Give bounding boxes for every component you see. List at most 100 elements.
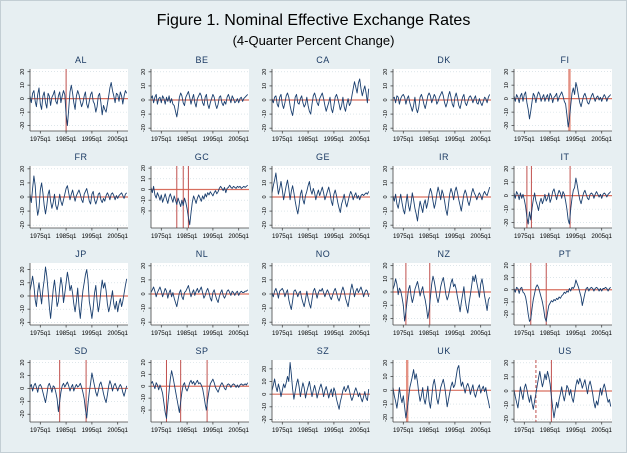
subplot-canvas: -20 -10 0 10 20 1975q1 1985q1 1995q1 2005q1 — [20, 360, 129, 434]
y-tick-label: -20 — [504, 122, 510, 130]
y-tick-label: -20 — [141, 406, 147, 414]
y-tick-label: -20 — [383, 314, 389, 322]
y-tick-label: 10 — [383, 83, 389, 89]
x-tick-label: 1995q1 — [324, 136, 345, 143]
y-tick-label: 10 — [383, 180, 389, 186]
x-tick-label: 1975q1 — [30, 330, 51, 337]
x-tick-label: 1985q1 — [56, 233, 77, 240]
x-tick-label: 1995q1 — [566, 233, 587, 240]
y-tick-label: 0 — [383, 195, 389, 198]
x-tick-label: 1985q1 — [540, 233, 561, 240]
y-tick-label: 20 — [141, 359, 147, 365]
y-tick-label: 10 — [20, 372, 26, 378]
y-tick-label: 0 — [141, 385, 147, 388]
subplot-title: UK — [437, 346, 451, 356]
x-tick-label: 2005q1 — [349, 330, 370, 337]
x-tick-label: 1995q1 — [445, 427, 466, 434]
y-tick-label: 0 — [20, 387, 26, 390]
y-tick-label: 10 — [383, 276, 389, 282]
subplot-FI: FI -20 -10 0 10 20 1975q1 1985q1 1995q1 2005q1 — [495, 55, 616, 152]
y-tick-label: -10 — [504, 401, 510, 409]
x-tick-label: 1975q1 — [30, 427, 51, 434]
x-tick-label: 2005q1 — [470, 233, 491, 240]
y-tick-label: 0 — [504, 389, 510, 392]
x-tick-label: 1985q1 — [56, 330, 77, 337]
series-line — [271, 362, 370, 410]
y-tick-label: -20 — [20, 221, 26, 229]
x-tick-label: 1975q1 — [514, 136, 535, 143]
series-line — [392, 365, 491, 419]
x-tick-label: 2005q1 — [591, 136, 612, 143]
subplot-canvas: -20 -10 0 10 20 1975q1 1985q1 1995q1 2005q1 — [141, 359, 250, 434]
y-tick-label: -10 — [504, 298, 510, 306]
y-tick-label: 20 — [141, 263, 147, 269]
y-tick-label: 20 — [20, 69, 26, 75]
y-tick-label: 10 — [141, 176, 147, 182]
subplot-title: GE — [315, 152, 330, 162]
subplot-title: CA — [316, 55, 330, 65]
y-tick-label: -20 — [504, 219, 510, 227]
x-tick-label: 1985q1 — [298, 233, 319, 240]
subplot-canvas: -20 -10 0 10 20 1975q1 1985q1 1995q1 2005q1 — [383, 360, 492, 434]
series-line — [29, 372, 128, 419]
x-tick-label: 1995q1 — [445, 233, 466, 240]
y-tick-label: -10 — [141, 110, 147, 118]
x-tick-label: 2005q1 — [107, 330, 128, 337]
subplot-title: JP — [75, 249, 87, 259]
y-tick-label: 10 — [504, 374, 510, 380]
x-tick-label: 1975q1 — [151, 233, 172, 240]
series-line — [29, 266, 128, 319]
y-tick-label: -20 — [141, 207, 147, 215]
subplot-canvas: -20 -10 0 10 20 1975q1 1985q1 1995q1 2005q1 — [20, 263, 129, 337]
y-tick-label: 0 — [141, 188, 147, 191]
y-tick-label: -20 — [20, 122, 26, 130]
y-tick-label: -20 — [383, 124, 389, 132]
x-tick-label: 1975q1 — [272, 330, 293, 337]
subplot-DK: DK -20 -10 0 10 20 1975q1 1985q1 1995q1 2005q1 — [374, 55, 495, 152]
subplot-title: US — [558, 346, 572, 356]
x-tick-label: 1985q1 — [419, 427, 440, 434]
subplot-canvas: -20 -10 0 10 20 1975q1 1985q1 1995q1 2005q1 — [262, 69, 371, 143]
y-tick-label: -20 — [141, 124, 147, 132]
x-tick-label: 1985q1 — [298, 136, 319, 143]
y-tick-label: -20 — [504, 310, 510, 318]
x-tick-label: 2005q1 — [470, 330, 491, 337]
y-tick-label: -10 — [141, 304, 147, 312]
x-tick-label: 1975q1 — [151, 330, 172, 337]
subplot-title: SZ — [316, 346, 330, 356]
series-line — [513, 82, 612, 128]
subplot-canvas: -20 -10 0 10 20 1975q1 1985q1 1995q1 2005q1 — [20, 166, 129, 240]
y-tick-label: -10 — [383, 301, 389, 309]
y-tick-label: 0 — [504, 288, 510, 291]
y-tick-label: 20 — [383, 166, 389, 172]
x-tick-label: 1995q1 — [203, 136, 224, 143]
y-tick-label: 10 — [262, 378, 268, 384]
x-tick-label: 1985q1 — [419, 330, 440, 337]
x-tick-label: 2005q1 — [591, 233, 612, 240]
subplot-canvas: -20 -10 0 10 20 1975q1 1985q1 1995q1 2005q1 — [141, 165, 250, 240]
subplot-title: IR — [439, 152, 449, 162]
y-tick-label: 20 — [504, 166, 510, 172]
x-tick-label: 1985q1 — [540, 330, 561, 337]
y-tick-label: -10 — [504, 108, 510, 116]
subplot-title: SP — [195, 346, 209, 356]
series-line — [513, 177, 612, 225]
series-line — [271, 283, 370, 310]
subplot-UK: UK -20 -10 0 10 20 1975q1 1985q1 1995q1 2005q1 — [374, 346, 495, 443]
subplot-AL: AL -20 -10 0 10 20 1975q1 1985q1 1995q1 2005q1 — [11, 55, 132, 152]
subplot-canvas: -20 -10 0 10 20 1975q1 1985q1 1995q1 2005q1 — [262, 166, 371, 240]
series-line — [150, 370, 249, 419]
series-line — [150, 184, 248, 226]
series-line — [271, 172, 370, 215]
x-tick-label: 1975q1 — [393, 330, 414, 337]
subplot-title: FR — [74, 152, 88, 162]
y-tick-label: 20 — [20, 360, 26, 366]
y-tick-label: -10 — [141, 394, 147, 402]
x-tick-label: 1985q1 — [419, 233, 440, 240]
y-tick-label: 20 — [383, 69, 389, 75]
y-tick-label: 10 — [504, 82, 510, 88]
x-tick-label: 1995q1 — [203, 233, 224, 240]
y-tick-label: 0 — [383, 290, 389, 293]
x-tick-label: 2005q1 — [349, 427, 370, 434]
y-tick-label: 20 — [262, 263, 268, 269]
